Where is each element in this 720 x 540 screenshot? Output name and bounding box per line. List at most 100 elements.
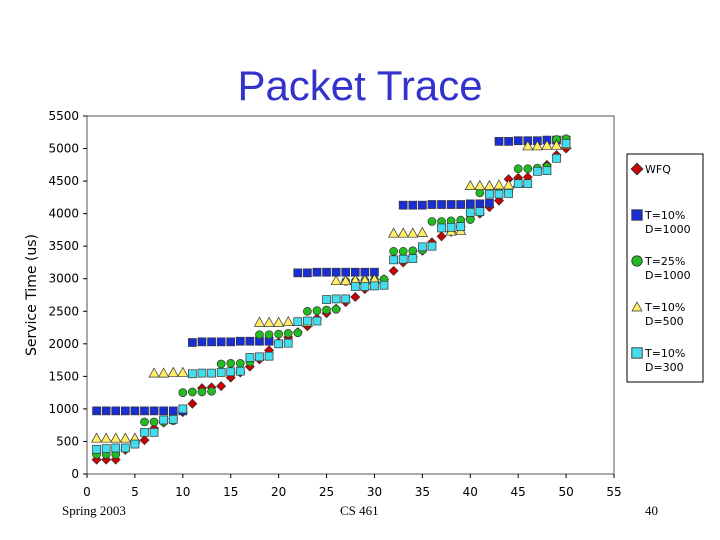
data-point — [485, 198, 494, 208]
data-point — [456, 200, 466, 209]
data-point — [437, 200, 446, 209]
y-tick-label: 5000 — [48, 142, 79, 156]
legend-label: T=25% — [644, 255, 685, 268]
y-tick-label: 1500 — [48, 369, 79, 383]
data-point — [207, 386, 216, 396]
data-point — [523, 179, 533, 189]
data-point — [274, 339, 283, 349]
data-point — [158, 367, 170, 378]
data-point — [464, 179, 476, 190]
data-point — [465, 207, 475, 217]
data-point — [148, 367, 160, 378]
y-tick-label: 4000 — [48, 207, 79, 221]
data-point — [523, 164, 533, 174]
data-point — [101, 406, 111, 416]
data-point — [312, 267, 322, 277]
data-point — [427, 200, 437, 209]
y-tick-label: 500 — [56, 434, 79, 448]
footer-course-code: CS 461 — [340, 503, 379, 518]
data-point — [207, 337, 216, 347]
y-axis-label: Service Time (us) — [24, 234, 40, 356]
data-point — [92, 444, 101, 454]
data-point — [111, 443, 121, 453]
data-point — [140, 417, 149, 427]
y-tick-label: 3000 — [48, 272, 79, 286]
data-point — [255, 330, 264, 340]
data-point — [322, 267, 331, 277]
y-tick-label: 2500 — [48, 304, 79, 318]
data-point — [216, 337, 226, 347]
x-tick-label: 15 — [223, 485, 238, 499]
data-point — [245, 336, 255, 346]
data-point — [293, 317, 303, 327]
x-tick-label: 50 — [558, 485, 573, 499]
data-point — [465, 199, 475, 209]
footer-course-term: Spring 2003 — [62, 503, 126, 518]
data-point — [188, 338, 197, 347]
x-tick-label: 40 — [463, 485, 478, 499]
legend-label: D=300 — [645, 361, 684, 374]
data-point — [264, 330, 274, 340]
data-points — [90, 134, 572, 465]
legend-label: D=1000 — [645, 269, 691, 282]
legend-marker — [631, 209, 643, 221]
slide-number: 40 — [645, 503, 658, 518]
data-point — [504, 189, 513, 198]
data-point — [513, 164, 523, 174]
y-tick-label: 4500 — [48, 174, 79, 188]
data-point — [312, 306, 322, 315]
data-point — [303, 306, 312, 316]
legend-entry: T=10%D=500 — [631, 301, 685, 328]
data-point — [416, 226, 428, 237]
data-point — [177, 366, 189, 377]
x-tick-label: 55 — [606, 485, 621, 499]
x-tick-label: 5 — [131, 485, 139, 499]
data-point — [130, 439, 140, 449]
data-point — [475, 207, 485, 217]
data-point — [494, 137, 504, 146]
data-point — [226, 358, 236, 368]
data-point — [139, 435, 150, 446]
data-point — [149, 427, 159, 437]
data-point — [273, 316, 285, 327]
data-point — [542, 166, 552, 176]
data-point — [398, 200, 408, 210]
legend-marker — [631, 347, 643, 359]
data-point — [494, 189, 504, 199]
data-point — [197, 387, 207, 397]
legend-marker — [631, 255, 643, 267]
data-point — [130, 406, 140, 416]
legend-label: T=10% — [644, 347, 685, 360]
data-point — [446, 200, 456, 209]
data-point — [253, 316, 266, 327]
data-point — [389, 247, 398, 256]
data-point — [427, 217, 437, 226]
data-point — [541, 139, 553, 150]
data-point — [350, 291, 361, 302]
data-point — [408, 200, 418, 210]
data-point — [350, 282, 360, 291]
x-tick-label: 10 — [175, 485, 190, 499]
data-point — [418, 242, 427, 252]
data-point — [140, 406, 149, 416]
data-point — [474, 179, 486, 190]
y-tick-label: 3500 — [48, 239, 79, 253]
data-point — [418, 200, 427, 210]
data-point — [207, 368, 216, 378]
data-point — [407, 227, 419, 238]
data-point — [398, 254, 408, 264]
legend-label: T=10% — [644, 301, 685, 314]
data-point — [379, 280, 389, 290]
y-tick-label: 5500 — [48, 109, 79, 123]
data-point — [235, 336, 245, 346]
data-point — [120, 443, 130, 453]
legend-entry: WFQ — [630, 162, 671, 176]
data-point — [168, 406, 178, 416]
data-point — [245, 353, 255, 362]
data-point — [340, 274, 352, 286]
data-point — [389, 255, 398, 265]
series-5 — [92, 138, 571, 454]
data-point — [293, 328, 303, 338]
data-point — [408, 246, 418, 256]
